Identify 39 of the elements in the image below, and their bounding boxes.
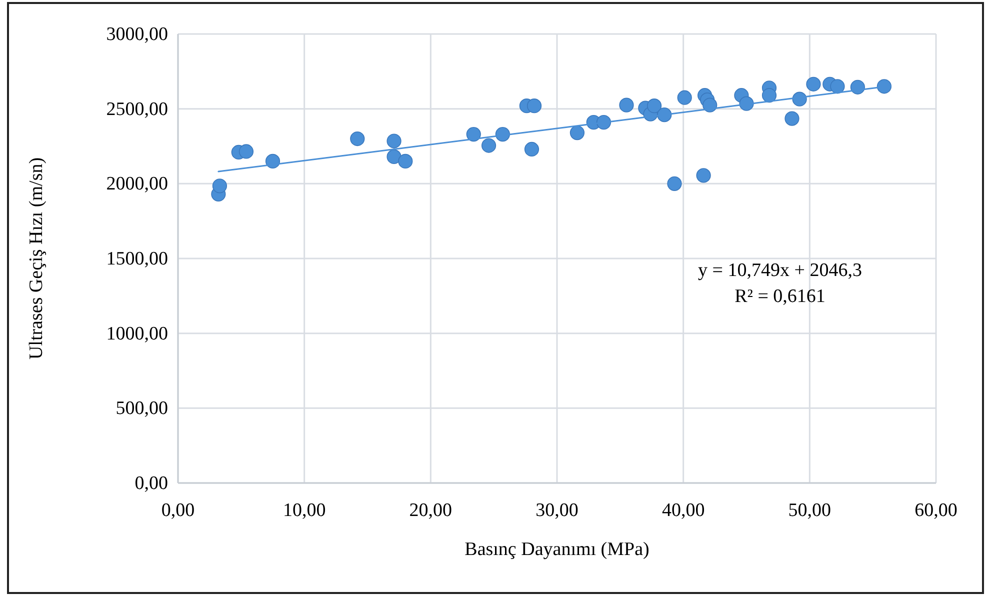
y-tick-label: 1000,00 xyxy=(106,323,168,344)
x-tick-label: 0,00 xyxy=(161,500,195,521)
y-tick-label: 2000,00 xyxy=(106,174,168,195)
point xyxy=(238,144,254,159)
point xyxy=(646,98,662,114)
y-axis-title: Ultrases Geçiş Hızı (m/sn) xyxy=(26,157,47,360)
point xyxy=(762,88,777,103)
y-tick-label: 3000,00 xyxy=(106,24,168,45)
x-axis-title: Basınç Dayanımı (MPa) xyxy=(464,539,650,560)
point xyxy=(830,79,845,94)
point xyxy=(526,98,542,114)
y-tick-label: 1500,00 xyxy=(106,248,168,270)
y-tick-label: 2500,00 xyxy=(106,98,168,120)
point xyxy=(619,98,634,112)
point xyxy=(386,134,402,148)
point xyxy=(784,111,800,126)
point xyxy=(398,154,413,169)
annotation: R² = 0,6161 xyxy=(734,286,826,307)
point xyxy=(806,76,821,92)
x-tick-label: 60,00 xyxy=(914,500,958,521)
annotation: y = 10,749x + 2046,3 xyxy=(698,260,862,281)
point xyxy=(702,98,718,112)
point xyxy=(481,138,496,153)
point xyxy=(212,178,227,194)
point xyxy=(466,126,481,142)
point xyxy=(524,142,540,157)
point xyxy=(386,149,402,164)
point xyxy=(667,176,682,191)
x-tick-label: 50,00 xyxy=(788,500,832,521)
point xyxy=(677,90,692,105)
x-tick-label: 10,00 xyxy=(282,500,326,521)
point xyxy=(350,131,365,146)
x-tick-label: 40,00 xyxy=(662,500,705,521)
x-tick-label: 20,00 xyxy=(409,500,452,521)
point xyxy=(696,168,711,183)
y-tick-label: 500,00 xyxy=(116,398,168,420)
x-tick-label: 30,00 xyxy=(536,500,578,521)
point xyxy=(570,125,585,140)
y-tick-label: 0,00 xyxy=(134,473,168,494)
